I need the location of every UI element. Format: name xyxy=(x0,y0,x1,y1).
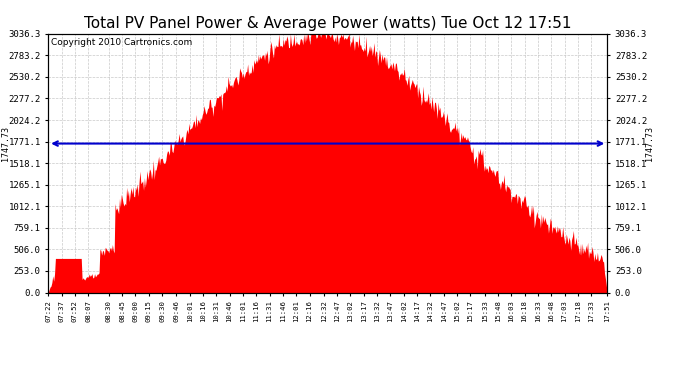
Text: 1747.73: 1747.73 xyxy=(1,126,10,161)
Text: 1747.73: 1747.73 xyxy=(645,126,654,161)
Text: Copyright 2010 Cartronics.com: Copyright 2010 Cartronics.com xyxy=(51,38,193,46)
Title: Total PV Panel Power & Average Power (watts) Tue Oct 12 17:51: Total PV Panel Power & Average Power (wa… xyxy=(84,16,571,31)
